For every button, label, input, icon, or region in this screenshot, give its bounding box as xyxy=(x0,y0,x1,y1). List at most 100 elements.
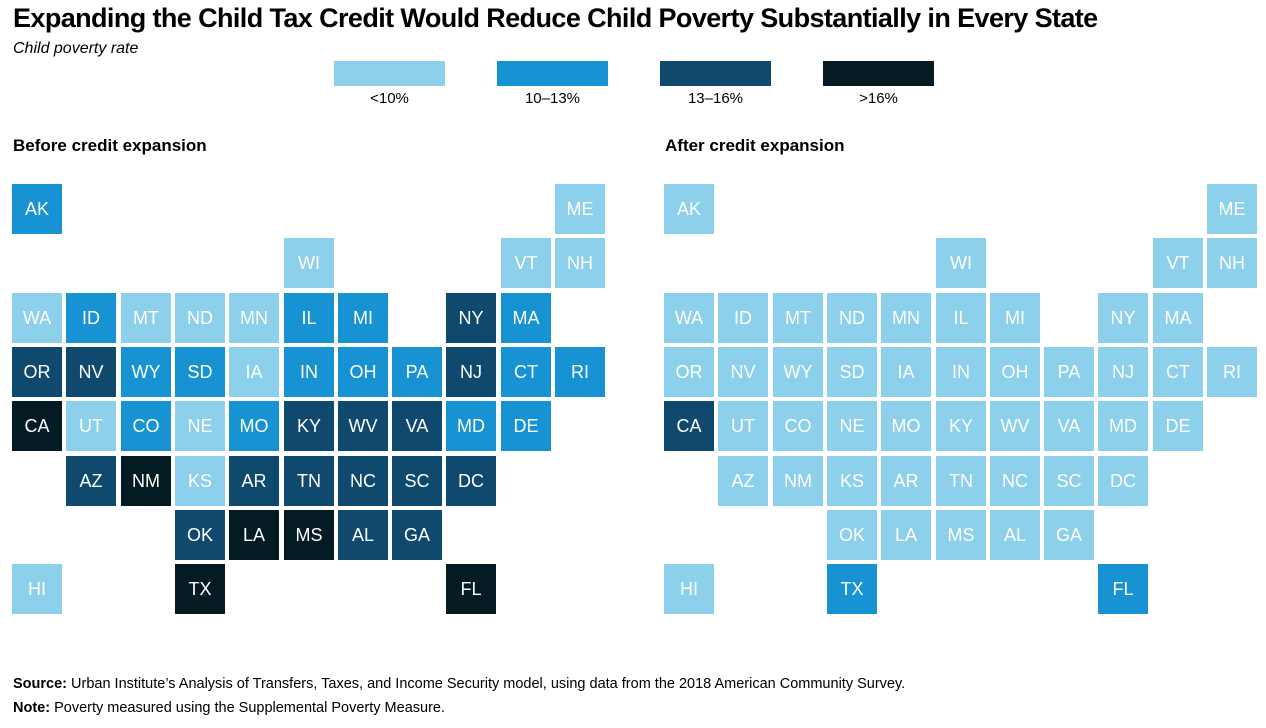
state-label: NH xyxy=(1219,252,1245,273)
panel-title-before: Before credit expansion xyxy=(13,136,207,155)
state-label: VA xyxy=(405,415,429,436)
state-tile-nd: ND xyxy=(827,293,877,343)
state-tile-az: AZ xyxy=(66,456,116,506)
state-tile-ny: NY xyxy=(1098,293,1148,343)
state-tile-sd: SD xyxy=(827,347,877,397)
state-tile-ga: GA xyxy=(392,510,442,560)
state-label: WY xyxy=(131,361,161,382)
state-label: MT xyxy=(133,307,159,328)
state-label: DE xyxy=(513,415,539,436)
state-tile-ak: AK xyxy=(664,184,714,234)
state-tile-or: OR xyxy=(12,347,62,397)
state-tile-sd: SD xyxy=(175,347,225,397)
state-label: NV xyxy=(78,361,104,382)
state-tile-ok: OK xyxy=(175,510,225,560)
state-tile-nv: NV xyxy=(718,347,768,397)
state-label: SD xyxy=(187,361,213,382)
state-label: ND xyxy=(187,307,213,328)
state-label: AL xyxy=(1003,524,1027,545)
state-label: SC xyxy=(404,470,430,491)
state-tile-pa: PA xyxy=(392,347,442,397)
state-tile-or: OR xyxy=(664,347,714,397)
state-tile-nj: NJ xyxy=(446,347,496,397)
state-tile-wi: WI xyxy=(936,238,986,288)
state-tile-ri: RI xyxy=(1207,347,1257,397)
note: Note: Poverty measured using the Supplem… xyxy=(13,700,445,716)
state-tile-nh: NH xyxy=(1207,238,1257,288)
state-label: NC xyxy=(350,470,376,491)
state-tile-mt: MT xyxy=(773,293,823,343)
state-tile-md: MD xyxy=(446,401,496,451)
state-label: NE xyxy=(187,415,213,436)
state-tile-nd: ND xyxy=(175,293,225,343)
chart-title: Expanding the Child Tax Credit Would Red… xyxy=(13,3,1098,33)
state-tile-ky: KY xyxy=(936,401,986,451)
state-label: ME xyxy=(1218,198,1246,219)
state-label: SC xyxy=(1056,470,1082,491)
state-tile-hi: HI xyxy=(12,564,62,614)
state-label: ME xyxy=(566,198,594,219)
state-label: MS xyxy=(947,524,975,545)
chart-subtitle: Child poverty rate xyxy=(13,40,139,57)
state-tile-mo: MO xyxy=(229,401,279,451)
state-tile-nm: NM xyxy=(773,456,823,506)
state-tile-mn: MN xyxy=(229,293,279,343)
state-label: HI xyxy=(28,578,46,599)
state-label: WI xyxy=(298,252,320,273)
legend-label: 13–16% xyxy=(687,90,744,107)
state-label: AR xyxy=(241,470,267,491)
state-tile-ne: NE xyxy=(175,401,225,451)
state-label: LA xyxy=(242,524,266,545)
state-label: MT xyxy=(785,307,811,328)
state-label: MN xyxy=(892,307,920,328)
legend-swatch xyxy=(497,61,608,86)
state-tile-in: IN xyxy=(284,347,334,397)
state-tile-sc: SC xyxy=(392,456,442,506)
state-tile-il: IL xyxy=(936,293,986,343)
legend-swatch xyxy=(660,61,771,86)
state-tile-tn: TN xyxy=(936,456,986,506)
state-label: GA xyxy=(403,524,430,545)
state-label: MN xyxy=(240,307,268,328)
state-tile-dc: DC xyxy=(1098,456,1148,506)
state-tile-fl: FL xyxy=(446,564,496,614)
state-label: AZ xyxy=(731,470,755,491)
state-tile-la: LA xyxy=(229,510,279,560)
state-tile-tn: TN xyxy=(284,456,334,506)
state-label: DE xyxy=(1165,415,1191,436)
state-label: IN xyxy=(300,361,318,382)
state-tile-me: ME xyxy=(555,184,605,234)
state-tile-ms: MS xyxy=(936,510,986,560)
state-tile-il: IL xyxy=(284,293,334,343)
state-tile-al: AL xyxy=(990,510,1040,560)
state-label: CA xyxy=(24,415,50,436)
source-label: Source: xyxy=(13,676,67,692)
state-tile-wy: WY xyxy=(773,347,823,397)
state-tile-oh: OH xyxy=(338,347,388,397)
state-tile-nj: NJ xyxy=(1098,347,1148,397)
legend-label: 10–13% xyxy=(524,90,581,107)
legend-label: >16% xyxy=(859,90,898,107)
state-tile-wi: WI xyxy=(284,238,334,288)
state-tile-ri: RI xyxy=(555,347,605,397)
state-tile-de: DE xyxy=(1153,401,1203,451)
state-tile-md: MD xyxy=(1098,401,1148,451)
state-label: CA xyxy=(676,415,702,436)
state-tile-me: ME xyxy=(1207,184,1257,234)
state-label: FL xyxy=(460,578,482,599)
state-label: RI xyxy=(571,361,589,382)
state-tile-wy: WY xyxy=(121,347,171,397)
state-label: MA xyxy=(512,307,540,328)
state-label: SD xyxy=(839,361,865,382)
state-tile-fl: FL xyxy=(1098,564,1148,614)
state-tile-va: VA xyxy=(1044,401,1094,451)
state-label: FL xyxy=(1112,578,1134,599)
legend-label: <10% xyxy=(370,90,409,107)
state-label: CT xyxy=(514,361,538,382)
state-tile-ca: CA xyxy=(664,401,714,451)
state-label: MD xyxy=(457,415,485,436)
state-label: PA xyxy=(405,361,429,382)
state-tile-ok: OK xyxy=(827,510,877,560)
state-tile-wa: WA xyxy=(664,293,714,343)
state-label: OK xyxy=(186,524,213,545)
